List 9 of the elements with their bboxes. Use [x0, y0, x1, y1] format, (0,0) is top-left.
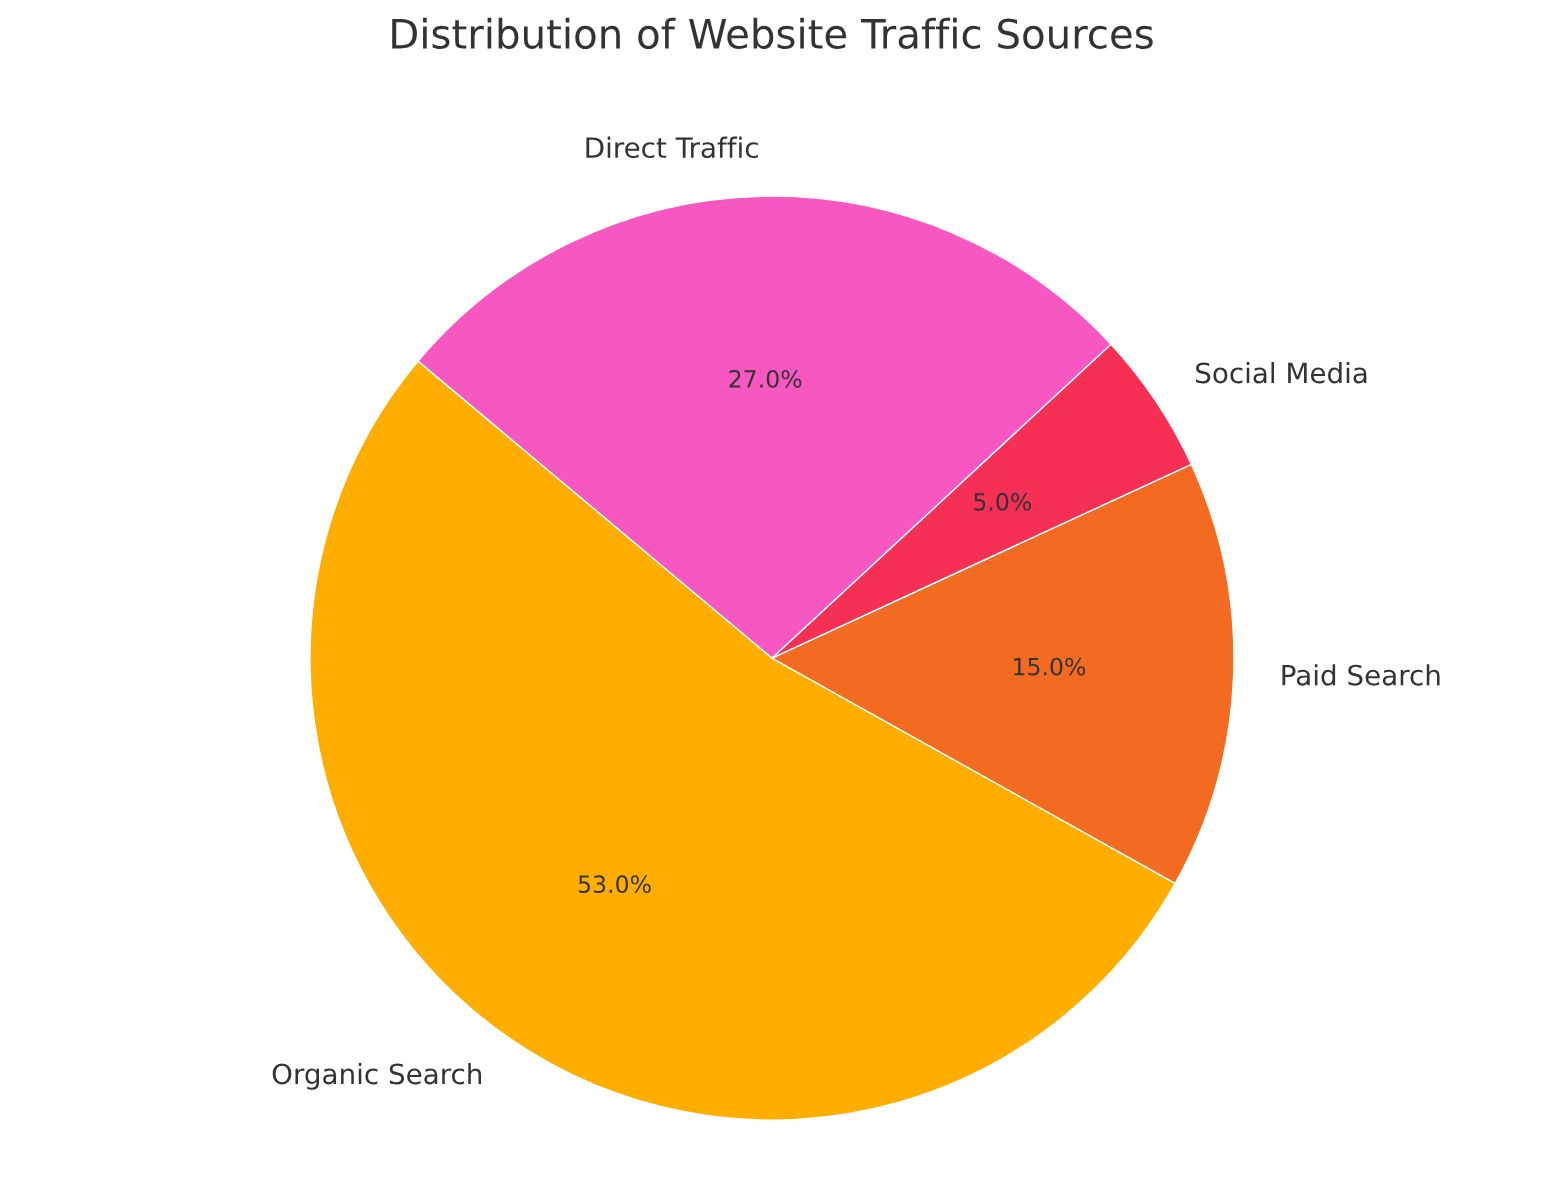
chart-title: Distribution of Website Traffic Sources — [392, 17, 1153, 49]
slice-label: Social Media — [1196, 361, 1367, 384]
data-label: 15.0% — [1014, 657, 1086, 676]
data-label: 27.0% — [729, 369, 802, 388]
slice-label: Direct Traffic — [586, 136, 758, 159]
data-label: 5.0% — [974, 492, 1031, 511]
slice-label: Paid Search — [1282, 664, 1440, 686]
slice-label: Organic Search — [272, 1062, 482, 1090]
data-label: 53.0% — [578, 875, 651, 894]
